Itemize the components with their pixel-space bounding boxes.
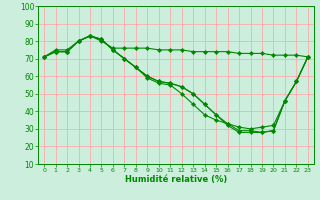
- X-axis label: Humidité relative (%): Humidité relative (%): [125, 175, 227, 184]
